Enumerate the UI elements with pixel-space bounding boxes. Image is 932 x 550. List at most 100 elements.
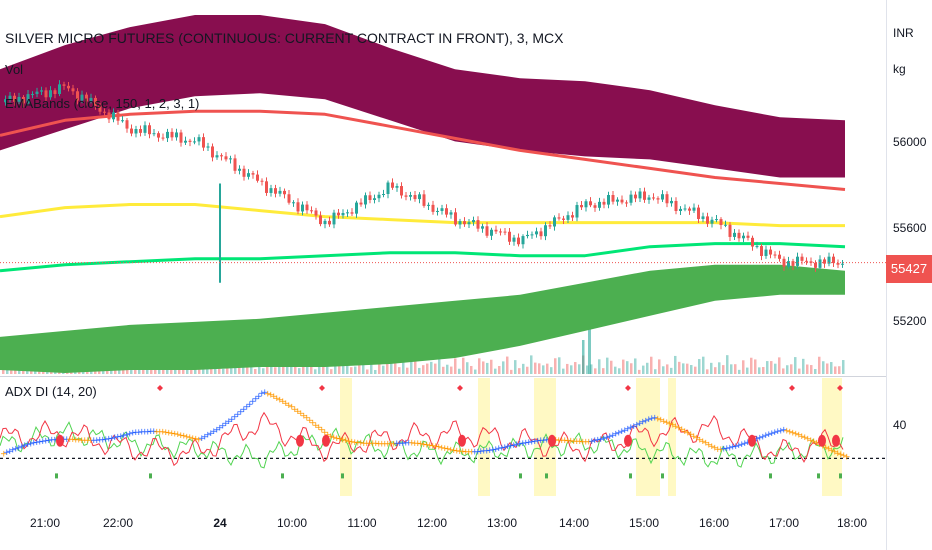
- candle: [503, 231, 507, 233]
- adx-marker: +: [456, 447, 464, 457]
- adx-marker: +: [831, 447, 839, 457]
- candle: [620, 199, 624, 203]
- volume-bar: [474, 369, 477, 374]
- adx-marker: +: [378, 439, 386, 449]
- volume-bar: [770, 361, 773, 374]
- adx-di-legend[interactable]: ADX DI (14, 20): [5, 384, 97, 399]
- candle: [665, 194, 669, 204]
- ema-bands-legend[interactable]: EMABands (close, 150, 1, 2, 3, 1): [5, 96, 200, 111]
- adx-marker: +: [609, 431, 617, 441]
- adx-marker: +: [297, 409, 305, 419]
- candle: [197, 137, 201, 142]
- adx-marker: +: [543, 436, 551, 446]
- volume-bar: [26, 369, 29, 374]
- candle: [697, 207, 700, 219]
- adx-marker: +: [801, 433, 809, 443]
- adx-marker: +: [162, 428, 170, 438]
- adx-marker: +: [294, 407, 302, 417]
- candle: [508, 231, 511, 242]
- candle: [274, 188, 277, 194]
- candle: [562, 218, 565, 220]
- adx-marker: +: [513, 440, 521, 450]
- volume-bar: [534, 362, 537, 374]
- adx-marker: +: [393, 439, 401, 449]
- volume-bar: [622, 359, 625, 374]
- adx-marker: +: [372, 439, 380, 449]
- adx-marker: +: [201, 432, 209, 442]
- time-tick: 10:00: [276, 516, 308, 530]
- candle: [638, 191, 642, 199]
- volume-bar: [130, 366, 133, 374]
- volume-bar: [542, 365, 545, 374]
- adx-marker: +: [255, 392, 263, 402]
- adx-marker: +: [744, 438, 752, 448]
- adx-marker: +: [180, 432, 188, 442]
- adx-marker: +: [522, 438, 530, 448]
- candle: [787, 261, 790, 267]
- adx-marker: +: [684, 428, 692, 438]
- adx-marker: +: [420, 440, 428, 450]
- candle: [256, 174, 259, 181]
- adx-marker: +: [141, 427, 149, 437]
- candle: [364, 195, 367, 205]
- candle: [161, 137, 165, 139]
- volume-bar: [238, 364, 241, 374]
- adx-marker: +: [795, 431, 803, 441]
- adx-marker: +: [117, 432, 125, 442]
- candle: [710, 219, 714, 224]
- volume-bar: [806, 364, 809, 374]
- adx-marker: +: [681, 427, 689, 437]
- adx-marker: +: [663, 418, 671, 428]
- signal-tick: [55, 473, 58, 479]
- volume-bar: [578, 364, 581, 374]
- signal-tick: [149, 473, 152, 479]
- pane-divider[interactable]: [0, 376, 886, 377]
- volume-bar: [594, 368, 597, 374]
- candle: [629, 194, 633, 203]
- candle: [593, 205, 597, 208]
- candle: [166, 131, 169, 139]
- volume-bar: [834, 366, 837, 374]
- candle: [373, 198, 376, 200]
- adx-marker: +: [792, 429, 800, 439]
- adx-marker: +: [228, 415, 236, 425]
- candle: [742, 235, 745, 239]
- adx-marker: +: [708, 442, 716, 452]
- adx-marker: +: [531, 437, 539, 447]
- adx-marker: +: [270, 392, 278, 402]
- adx-marker: +: [537, 436, 545, 446]
- candle: [310, 210, 313, 212]
- adx-marker: +: [138, 428, 146, 438]
- adx-marker: +: [498, 444, 506, 454]
- volume-legend[interactable]: Vol: [5, 62, 24, 77]
- adx-marker: +: [225, 417, 233, 427]
- adx-marker: +: [699, 437, 707, 447]
- cross-marker: [458, 434, 466, 447]
- unit-label: kg: [893, 62, 906, 76]
- candle: [643, 191, 646, 200]
- candle: [328, 220, 331, 225]
- adx-marker: +: [318, 426, 326, 436]
- candle: [337, 212, 340, 216]
- cross-marker: [322, 434, 330, 447]
- adx-marker: +: [411, 439, 419, 449]
- adx-marker: +: [555, 436, 563, 446]
- candle: [395, 186, 399, 188]
- signal-tick: [769, 473, 772, 479]
- volume-bar: [670, 367, 673, 374]
- signal-tick: [661, 473, 664, 479]
- volume-bar: [602, 368, 605, 374]
- candle: [778, 254, 781, 259]
- candle: [202, 137, 205, 148]
- adx-marker: +: [192, 435, 200, 445]
- adx-marker: +: [477, 447, 485, 457]
- trend-highlight: [340, 378, 352, 496]
- candle: [179, 132, 183, 143]
- volume-bar: [686, 363, 689, 374]
- candle: [85, 94, 88, 102]
- volume-bar: [506, 356, 509, 374]
- candle: [233, 158, 237, 171]
- adx-marker: +: [93, 436, 101, 446]
